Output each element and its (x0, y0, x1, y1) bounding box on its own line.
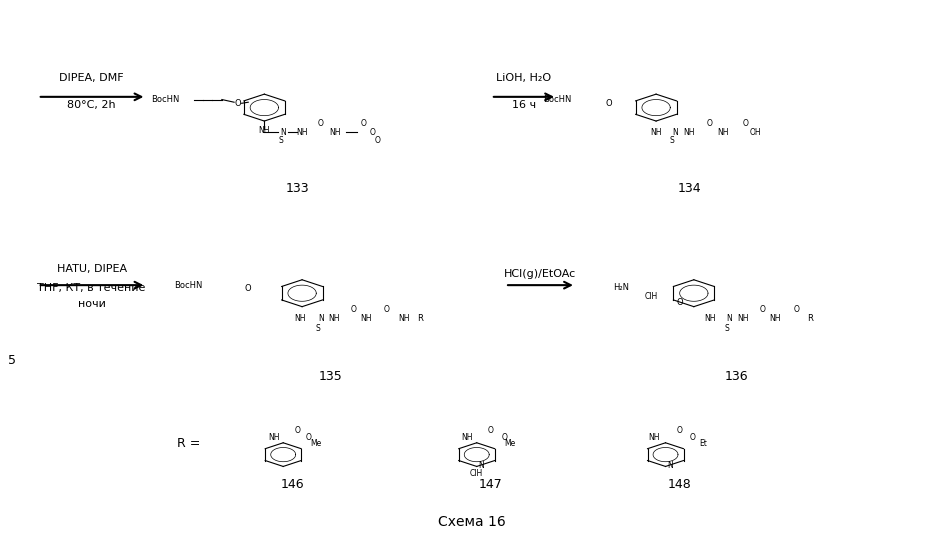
Text: O: O (707, 119, 713, 128)
Text: ночи: ночи (77, 299, 106, 309)
Text: 134: 134 (677, 182, 701, 195)
Text: NH: NH (329, 314, 340, 323)
Text: 16 ч: 16 ч (512, 100, 536, 110)
Text: O: O (488, 426, 494, 435)
Text: NH: NH (259, 126, 270, 135)
Text: NH: NH (737, 314, 749, 323)
Text: O: O (760, 305, 766, 314)
Text: O: O (361, 119, 366, 128)
Text: NH: NH (650, 128, 662, 137)
Text: 148: 148 (667, 478, 692, 491)
Text: NH: NH (462, 433, 473, 442)
Text: NH: NH (683, 128, 695, 137)
Text: THF, КТ, в течение: THF, КТ, в течение (38, 283, 145, 293)
Text: NH: NH (704, 314, 716, 323)
Text: NH: NH (296, 128, 308, 137)
Text: DIPEA, DMF: DIPEA, DMF (59, 73, 124, 83)
Text: S: S (724, 324, 730, 332)
Text: S: S (669, 137, 675, 145)
Text: 5: 5 (8, 354, 15, 367)
Text: O: O (690, 433, 696, 442)
Text: O: O (384, 305, 390, 314)
Text: BocHN: BocHN (175, 281, 203, 289)
Text: N: N (479, 461, 484, 470)
Text: O: O (351, 305, 357, 314)
Text: HATU, DIPEA: HATU, DIPEA (57, 264, 126, 274)
Text: Схема 16: Схема 16 (438, 515, 506, 529)
Text: OH: OH (750, 128, 761, 137)
Text: NH: NH (649, 433, 660, 442)
Text: O: O (677, 426, 683, 435)
Text: N: N (667, 461, 673, 470)
Text: O: O (370, 128, 376, 137)
Text: NH: NH (361, 314, 372, 323)
Text: O: O (318, 119, 324, 128)
Text: HCl(g)/EtOAc: HCl(g)/EtOAc (504, 270, 576, 279)
Text: Me: Me (311, 440, 322, 448)
Text: BocHN: BocHN (543, 95, 571, 104)
Text: NH: NH (769, 314, 781, 323)
Text: 133: 133 (285, 182, 310, 195)
Text: NH: NH (329, 128, 341, 137)
Text: N: N (280, 128, 286, 137)
Text: NH: NH (717, 128, 729, 137)
Text: BocHN: BocHN (151, 95, 179, 104)
Text: O: O (295, 426, 300, 435)
Text: H₂N: H₂N (614, 284, 629, 292)
Text: O: O (743, 119, 749, 128)
Text: Me: Me (504, 440, 515, 448)
Text: N: N (726, 314, 732, 323)
Text: O: O (501, 433, 507, 442)
Text: Et: Et (700, 440, 707, 448)
Text: O: O (676, 298, 683, 307)
Text: N: N (318, 314, 324, 323)
Text: NH: NH (268, 433, 279, 442)
Text: R =: R = (177, 437, 200, 450)
Text: O: O (306, 433, 312, 442)
Text: R: R (417, 314, 423, 323)
Text: O: O (794, 305, 800, 314)
Text: S: S (315, 324, 321, 332)
Text: 80°C, 2h: 80°C, 2h (67, 100, 116, 110)
Text: R: R (807, 314, 813, 323)
Text: LiOH, H₂O: LiOH, H₂O (497, 73, 551, 83)
Text: 136: 136 (724, 370, 749, 383)
Text: O: O (605, 99, 613, 108)
Text: N: N (672, 128, 678, 137)
Text: 146: 146 (280, 478, 305, 491)
Text: O: O (244, 285, 252, 293)
Text: ClH: ClH (645, 293, 658, 301)
Text: 135: 135 (318, 370, 343, 383)
Text: O: O (234, 99, 242, 108)
Text: O: O (375, 137, 380, 145)
Text: 147: 147 (479, 478, 503, 491)
Text: NH: NH (295, 314, 306, 323)
Text: NH: NH (398, 314, 410, 323)
Text: ClH: ClH (470, 469, 483, 478)
Text: S: S (278, 137, 284, 145)
